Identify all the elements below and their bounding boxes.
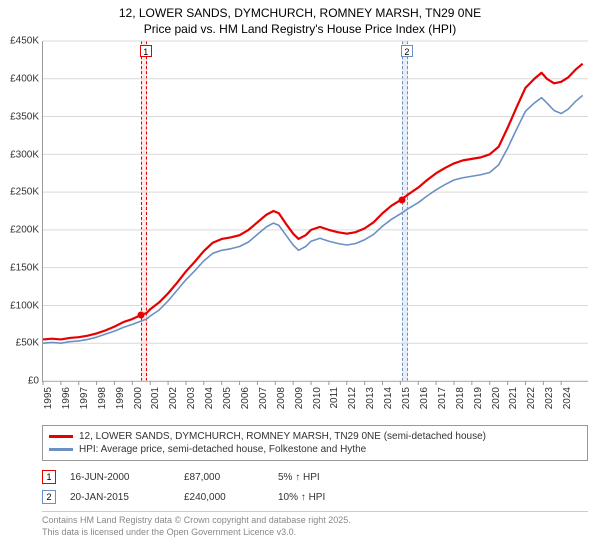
- y-tick-label: £300K: [1, 149, 39, 160]
- y-tick-label: £250K: [1, 187, 39, 198]
- legend-event-pct: 5% ↑ HPI: [278, 472, 588, 483]
- region-marker: 1: [140, 45, 152, 57]
- y-tick-label: £50K: [1, 338, 39, 349]
- title-line-2: Price paid vs. HM Land Registry's House …: [10, 22, 590, 38]
- legend-series-row: HPI: Average price, semi-detached house,…: [49, 443, 581, 456]
- plot-area: £0£50K£100K£150K£200K£250K£300K£350K£400…: [42, 41, 588, 382]
- plot-wrap: £0£50K£100K£150K£200K£250K£300K£350K£400…: [42, 41, 588, 421]
- legend-event-date: 20-JAN-2015: [70, 492, 170, 503]
- legend-event-price: £240,000: [184, 492, 264, 503]
- footer-line-1: Contains HM Land Registry data © Crown c…: [42, 515, 588, 527]
- legend-event-marker: 2: [42, 490, 56, 504]
- legend-series-label: 12, LOWER SANDS, DYMCHURCH, ROMNEY MARSH…: [79, 431, 486, 442]
- event-point-dot: [137, 312, 144, 319]
- y-tick-label: £200K: [1, 225, 39, 236]
- title-line-1: 12, LOWER SANDS, DYMCHURCH, ROMNEY MARSH…: [10, 6, 590, 22]
- series-legend-box: 12, LOWER SANDS, DYMCHURCH, ROMNEY MARSH…: [42, 425, 588, 461]
- series-line-hpi: [43, 96, 583, 344]
- legend-area: 12, LOWER SANDS, DYMCHURCH, ROMNEY MARSH…: [42, 425, 588, 507]
- y-tick-label: £450K: [1, 36, 39, 47]
- legend-event-price: £87,000: [184, 472, 264, 483]
- y-tick-label: £400K: [1, 73, 39, 84]
- y-tick-label: £350K: [1, 111, 39, 122]
- legend-event-row: 1 16-JUN-2000 £87,000 5% ↑ HPI: [42, 467, 588, 487]
- legend-event-date: 16-JUN-2000: [70, 472, 170, 483]
- footer-note: Contains HM Land Registry data © Crown c…: [42, 511, 588, 538]
- y-tick-label: £100K: [1, 300, 39, 311]
- legend-event-row: 2 20-JAN-2015 £240,000 10% ↑ HPI: [42, 487, 588, 507]
- series-line-price_paid: [43, 64, 583, 340]
- legend-event-marker: 1: [42, 470, 56, 484]
- region-marker: 2: [401, 45, 413, 57]
- y-tick-label: £150K: [1, 262, 39, 273]
- plot-svg: [43, 41, 588, 381]
- chart-container: 12, LOWER SANDS, DYMCHURCH, ROMNEY MARSH…: [0, 0, 600, 539]
- legend-series-label: HPI: Average price, semi-detached house,…: [79, 444, 366, 455]
- y-tick-label: £0: [1, 376, 39, 387]
- chart-title: 12, LOWER SANDS, DYMCHURCH, ROMNEY MARSH…: [0, 0, 600, 41]
- legend-swatch: [49, 448, 73, 451]
- events-legend: 1 16-JUN-2000 £87,000 5% ↑ HPI 2 20-JAN-2015 £…: [42, 467, 588, 507]
- footer-line-2: This data is licensed under the Open Gov…: [42, 527, 588, 539]
- event-point-dot: [398, 196, 405, 203]
- legend-event-pct: 10% ↑ HPI: [278, 492, 588, 503]
- legend-series-row: 12, LOWER SANDS, DYMCHURCH, ROMNEY MARSH…: [49, 430, 581, 443]
- legend-swatch: [49, 435, 73, 438]
